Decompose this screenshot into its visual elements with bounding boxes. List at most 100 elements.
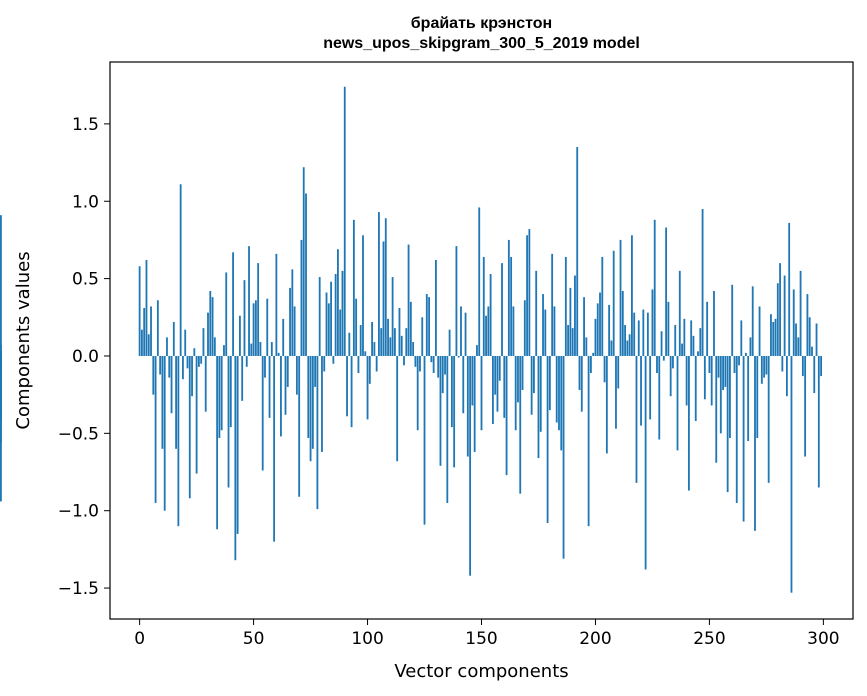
bar	[435, 260, 437, 356]
bar	[348, 332, 351, 356]
bar	[229, 355, 232, 428]
bar	[311, 355, 314, 449]
bar	[528, 229, 531, 356]
bar	[703, 355, 706, 400]
y-tick-label: 0.0	[72, 347, 99, 367]
bar	[334, 273, 337, 356]
x-tick-label: 50	[243, 629, 265, 649]
bar	[469, 355, 472, 576]
bar	[286, 355, 289, 387]
bar	[0, 345, 2, 356]
bar	[220, 355, 223, 431]
bar	[731, 284, 734, 356]
bar	[653, 219, 656, 356]
bar	[457, 355, 460, 358]
bar	[318, 277, 321, 356]
bar	[387, 318, 389, 356]
bar	[603, 355, 606, 383]
bar	[733, 355, 736, 373]
bar	[284, 355, 287, 415]
bar	[644, 355, 647, 570]
bar	[510, 256, 513, 356]
bar	[380, 328, 383, 356]
bar	[245, 355, 248, 367]
bar	[635, 355, 638, 483]
bar	[667, 301, 670, 356]
bar	[485, 315, 487, 356]
bar	[576, 147, 579, 356]
bar	[225, 272, 228, 356]
bar	[0, 355, 2, 421]
bar	[216, 355, 219, 530]
bar	[368, 355, 371, 384]
bar	[612, 250, 615, 356]
bar	[432, 355, 435, 373]
bar	[526, 235, 528, 356]
bar	[690, 320, 693, 356]
y-tick-label: −1.5	[58, 579, 99, 599]
bar	[393, 328, 396, 356]
bar	[815, 323, 818, 356]
bar	[765, 355, 768, 375]
bar	[633, 312, 636, 356]
bar	[446, 355, 449, 503]
bar	[453, 355, 456, 468]
bar	[656, 355, 658, 373]
bar	[760, 355, 763, 384]
bar	[202, 328, 205, 356]
bar	[412, 342, 415, 356]
bar	[717, 355, 720, 378]
bar	[325, 292, 328, 356]
bar	[0, 215, 2, 356]
bar	[548, 355, 551, 411]
bar	[414, 355, 417, 367]
bar	[289, 287, 291, 356]
bar	[175, 355, 178, 449]
bar	[801, 355, 804, 377]
bar	[191, 355, 193, 397]
bar	[266, 298, 269, 356]
bar	[724, 355, 727, 387]
bar	[364, 351, 367, 356]
bar	[154, 355, 157, 503]
bar	[744, 352, 747, 356]
bar	[662, 355, 665, 361]
bar	[799, 270, 802, 356]
bar	[706, 301, 709, 356]
bar	[0, 355, 2, 502]
bar	[273, 355, 276, 542]
bar	[817, 355, 820, 488]
bar	[642, 309, 645, 356]
bar	[291, 269, 294, 356]
bar	[562, 355, 565, 559]
bar	[672, 355, 674, 369]
x-tick-label: 150	[465, 629, 497, 649]
bar	[491, 355, 494, 425]
bar	[788, 222, 791, 356]
bar	[617, 355, 620, 389]
bar	[378, 212, 380, 356]
bar	[471, 355, 474, 406]
bar	[770, 314, 772, 356]
bar	[683, 318, 686, 356]
bar	[327, 303, 330, 356]
bar	[740, 320, 743, 356]
bar	[646, 312, 649, 356]
bar	[621, 290, 624, 356]
bar	[512, 306, 515, 356]
bar	[537, 355, 540, 459]
bar	[569, 287, 572, 356]
bar	[628, 334, 631, 356]
bar	[177, 355, 180, 527]
bar	[314, 355, 317, 387]
bar	[293, 306, 296, 356]
bar	[605, 355, 608, 454]
bar	[145, 260, 148, 356]
bar	[375, 355, 378, 372]
bar	[715, 355, 718, 463]
bar	[674, 325, 677, 356]
bar	[694, 355, 697, 421]
bar	[585, 337, 588, 356]
bar	[357, 355, 360, 373]
bar	[754, 355, 756, 531]
